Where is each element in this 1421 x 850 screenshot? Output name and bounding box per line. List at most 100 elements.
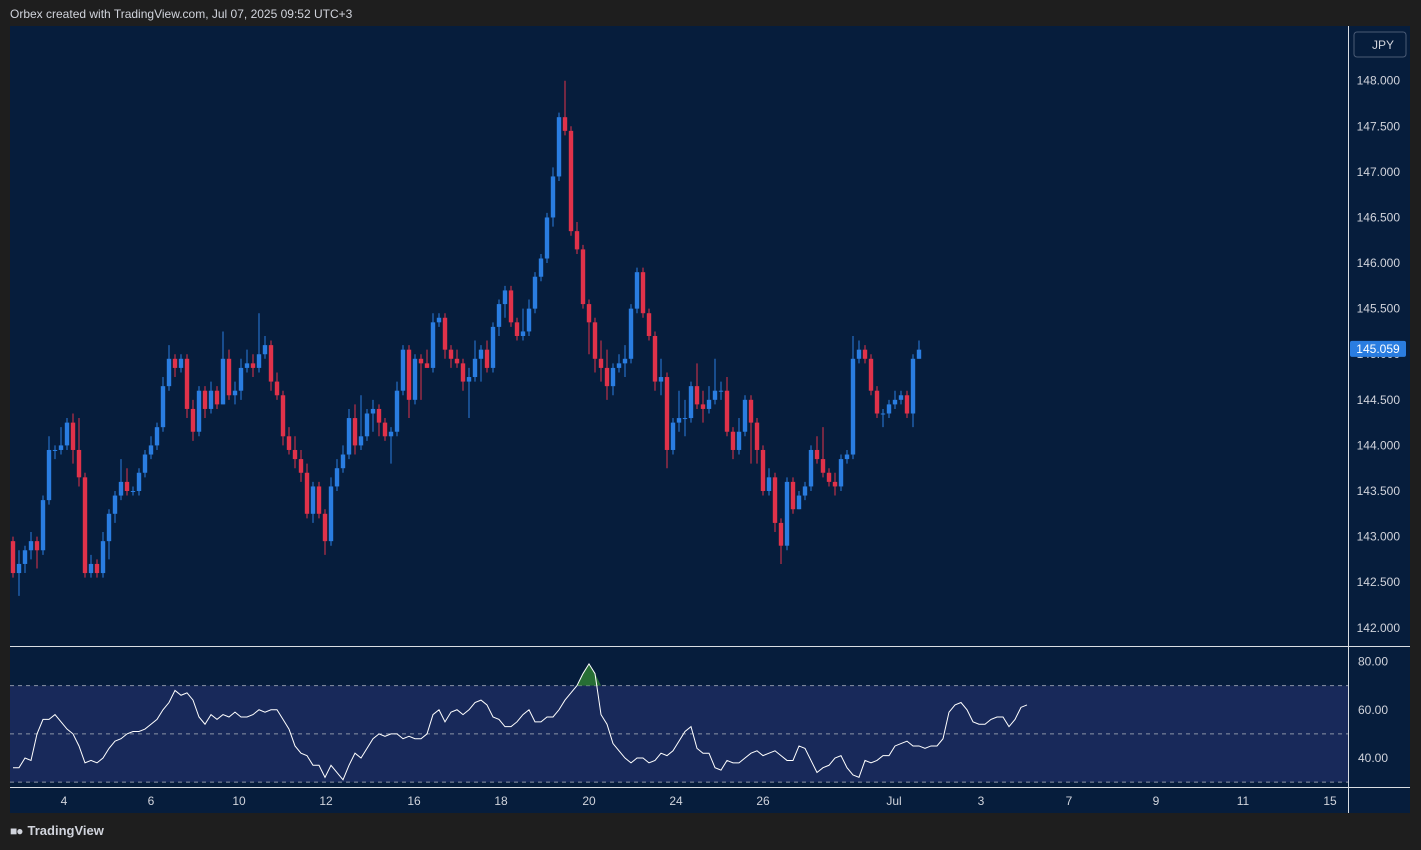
candle-body [250, 363, 256, 368]
candle [832, 472, 838, 496]
time-tick-label: 20 [582, 794, 596, 808]
candle-body [64, 422, 70, 446]
candle-body [802, 486, 808, 496]
candle [274, 372, 280, 400]
candle-body [718, 390, 724, 392]
candle [22, 545, 28, 574]
candle [364, 408, 370, 441]
candle-body [298, 459, 304, 473]
candle-body [280, 395, 286, 437]
candle-body [424, 363, 430, 368]
candle [280, 390, 286, 446]
candle [58, 427, 64, 455]
candle [286, 427, 292, 455]
candle-body [304, 472, 310, 514]
candle-body [814, 449, 820, 460]
candle [298, 449, 304, 482]
candle-body [106, 513, 112, 542]
candle [700, 390, 706, 423]
time-tick-label: 10 [232, 794, 246, 808]
candle-body [700, 404, 706, 409]
candle-body [598, 358, 604, 368]
time-tick-label: Jul [886, 794, 901, 808]
candle-body [712, 390, 718, 400]
rsi-tick-label: 40.00 [1358, 751, 1388, 765]
candle [856, 340, 862, 364]
time-tick-label: 6 [148, 794, 155, 808]
time-axis: 4 6 10 12 16 18 20 24 26 Jul 3 7 9 11 15 [61, 794, 1337, 808]
candle [652, 331, 658, 391]
candle [502, 285, 508, 318]
candle [532, 272, 538, 314]
tradingview-logo-icon: ■● [10, 823, 23, 838]
price-pane-background[interactable] [10, 26, 1348, 646]
candle-body [580, 249, 586, 305]
candle [454, 349, 460, 368]
candle-body [232, 390, 238, 396]
candle [538, 253, 544, 282]
candle [148, 436, 154, 460]
candle-body [742, 399, 748, 432]
candle [226, 349, 232, 400]
candle [100, 532, 106, 578]
candle [196, 386, 202, 437]
candle-body [754, 422, 760, 450]
candle [496, 299, 502, 336]
candle-body [526, 308, 532, 332]
candle-body [820, 459, 826, 473]
candle [778, 518, 784, 564]
candle-body [514, 322, 520, 336]
candle-body [40, 500, 46, 551]
candle [868, 354, 874, 396]
candle [670, 418, 676, 455]
candle-body [544, 217, 550, 259]
candle [610, 363, 616, 396]
candle [418, 354, 424, 400]
candle-body [676, 418, 682, 423]
candle [310, 481, 316, 523]
candle-body [832, 481, 838, 487]
candle-body [646, 313, 652, 336]
candle-body [334, 468, 340, 487]
candle [340, 445, 346, 473]
candle-body [904, 395, 910, 414]
candle-body [322, 513, 328, 542]
candle-body [340, 454, 346, 469]
time-tick-label: 11 [1237, 794, 1250, 808]
candle [886, 399, 892, 419]
candle [820, 427, 826, 478]
candle [838, 454, 844, 491]
candle-body [388, 431, 394, 437]
symbol-label: JPY [1372, 38, 1394, 52]
candle [262, 336, 268, 359]
candle-body [238, 367, 244, 391]
time-axis-background[interactable] [10, 788, 1410, 813]
price-tick-label: 145.500 [1357, 302, 1401, 316]
candle [598, 340, 604, 382]
candle [160, 377, 166, 432]
symbol-box[interactable] [1353, 31, 1407, 58]
candle-body [844, 454, 850, 460]
candle-body [394, 390, 400, 432]
rsi-axis: 80.00 60.00 40.00 [1358, 654, 1388, 765]
candle [508, 285, 514, 327]
candle-body [154, 427, 160, 446]
candle [718, 381, 724, 400]
candle [352, 404, 358, 455]
candle-body [628, 308, 634, 359]
candle [178, 354, 184, 373]
price-tick-label: 143.000 [1357, 530, 1401, 544]
candle-body [604, 367, 610, 387]
candle-body [220, 358, 226, 405]
candle [142, 449, 148, 478]
candle-body [862, 349, 868, 359]
price-scale-background[interactable] [1349, 26, 1410, 787]
tradingview-logo[interactable]: ■● TradingView [10, 823, 104, 838]
candle-body [376, 408, 382, 423]
candle [250, 354, 256, 378]
candle [622, 345, 628, 378]
last-price-value: 145.059 [1356, 342, 1400, 356]
candlestick-series [10, 80, 922, 596]
price-tick-label: 142.000 [1357, 621, 1401, 635]
